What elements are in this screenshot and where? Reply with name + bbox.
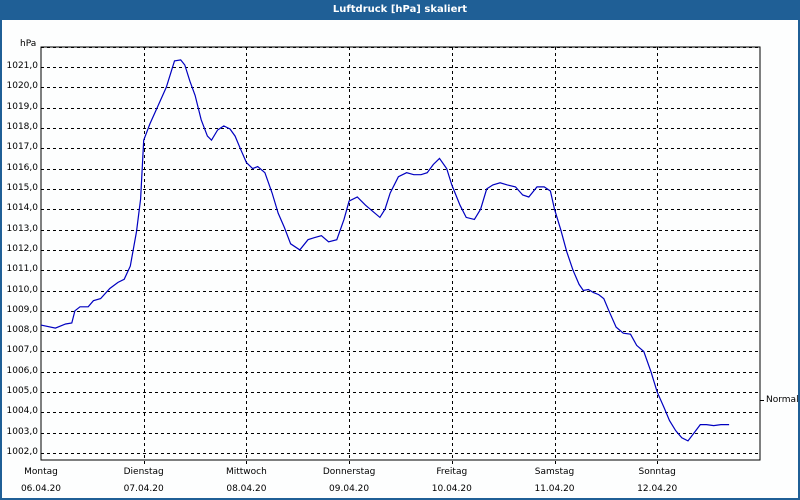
y-tick-label: 1014,0: [6, 203, 39, 214]
x-tick-day: Samstag: [534, 467, 575, 477]
x-tick-label: Mittwoch 08.04.20: [201, 466, 291, 495]
x-tick-label: Montag 06.04.20: [0, 466, 86, 495]
x-tick-label: Sonntag 12.04.20: [612, 466, 702, 495]
y-tick-label: 1020,0: [6, 81, 39, 92]
y-tick-label: 1017,0: [6, 142, 39, 153]
y-tick-label: 1004,0: [6, 406, 39, 417]
normal-reference-label: Normal: [766, 395, 799, 405]
y-tick-label: 1006,0: [6, 365, 39, 376]
y-tick-label: 1009,0: [6, 304, 39, 315]
y-tick-label: 1012,0: [6, 243, 39, 254]
x-tick-label: Dienstag 07.04.20: [99, 466, 189, 495]
x-tick-date: 06.04.20: [20, 484, 62, 494]
x-tick-day: Mittwoch: [225, 467, 267, 477]
x-tick-day: Dienstag: [123, 467, 164, 477]
pressure-series-line: [40, 59, 730, 442]
x-tick-date: 08.04.20: [226, 484, 267, 494]
y-tick-label: 1008,0: [6, 325, 39, 336]
x-tick-label: Donnerstag 09.04.20: [304, 466, 394, 495]
chart-title: Luftdruck [hPa] skaliert: [0, 0, 800, 20]
x-tick-date: 12.04.20: [637, 484, 678, 494]
y-tick-label: 1021,0: [6, 61, 39, 71]
x-tick-date: 10.04.20: [431, 484, 472, 494]
x-tick-day: Montag: [24, 467, 58, 477]
gridlines: [41, 47, 760, 464]
x-tick-date: 09.04.20: [329, 484, 370, 494]
y-tick-label: 1003,0: [6, 426, 39, 437]
x-tick-date: 11.04.20: [534, 484, 575, 494]
y-axis-unit-label: hPa: [20, 39, 37, 49]
x-tick-label: Samstag 11.04.20: [510, 466, 600, 495]
y-tick-label: 1018,0: [6, 121, 39, 132]
x-tick-day: Freitag: [436, 467, 468, 477]
y-tick-label: 1013,0: [6, 223, 39, 234]
y-tick-label: 1011,0: [6, 264, 39, 275]
y-tick-label: 1019,0: [6, 101, 39, 112]
x-tick-day: Sonntag: [638, 467, 676, 477]
y-tick-label: 1002,0: [6, 447, 39, 458]
plot-border: [40, 46, 761, 461]
x-tick-label: Freitag 10.04.20: [407, 466, 497, 495]
x-tick-date: 07.04.20: [123, 484, 164, 494]
x-tick-day: Donnerstag: [322, 467, 376, 477]
y-tick-label: 1007,0: [6, 345, 39, 356]
y-tick-label: 1010,0: [6, 284, 39, 295]
y-tick-label: 1016,0: [6, 162, 39, 173]
y-tick-label: 1005,0: [6, 386, 39, 397]
y-tick-label: 1015,0: [6, 182, 39, 193]
